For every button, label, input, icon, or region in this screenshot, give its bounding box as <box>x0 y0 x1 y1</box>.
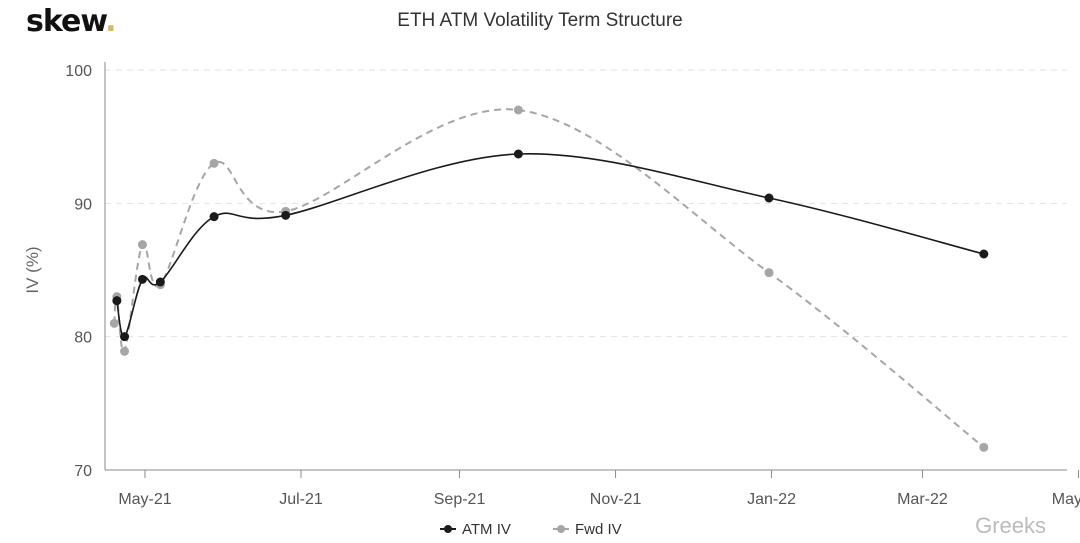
x-tick-label: Mar-22 <box>897 491 948 508</box>
x-tick-label: Jul-21 <box>279 491 323 508</box>
y-tick-label: 80 <box>74 330 92 347</box>
x-tick-label: May-21 <box>118 491 171 508</box>
watermark: Greeks <box>975 513 1046 538</box>
data-point <box>764 268 774 278</box>
x-tick-label: Nov-21 <box>590 491 642 508</box>
series-line-fwd-iv <box>113 108 985 449</box>
data-point <box>281 210 291 220</box>
legend-item: Fwd IV <box>575 521 622 538</box>
data-point <box>137 274 147 284</box>
legend-item: ATM IV <box>462 521 511 538</box>
data-point <box>513 149 523 159</box>
data-point <box>155 277 165 287</box>
legend-marker <box>444 525 452 533</box>
x-tick-label: Jan-22 <box>747 491 796 508</box>
y-tick-label: 100 <box>65 63 92 80</box>
data-point <box>109 318 119 328</box>
data-point <box>120 346 130 356</box>
x-tick-label: Sep-21 <box>434 491 486 508</box>
legend-marker <box>557 525 565 533</box>
chart-title: ETH ATM Volatility Term Structure <box>397 10 683 31</box>
data-point <box>120 332 130 342</box>
skew-logo: skew. <box>26 4 117 39</box>
data-point <box>979 249 989 259</box>
data-point <box>979 442 989 452</box>
logo-text: skew <box>26 4 106 39</box>
x-tick-label: May-22 <box>1052 491 1080 508</box>
y-tick-label: 70 <box>74 463 92 480</box>
data-point <box>209 212 219 222</box>
data-point <box>137 240 147 250</box>
data-point <box>764 193 774 203</box>
data-point <box>513 105 523 115</box>
y-tick-label: 90 <box>74 196 92 213</box>
data-point <box>112 296 122 306</box>
y-axis-label: IV (%) <box>23 246 42 293</box>
series-line-atm-iv <box>116 153 985 338</box>
data-point <box>209 158 219 168</box>
